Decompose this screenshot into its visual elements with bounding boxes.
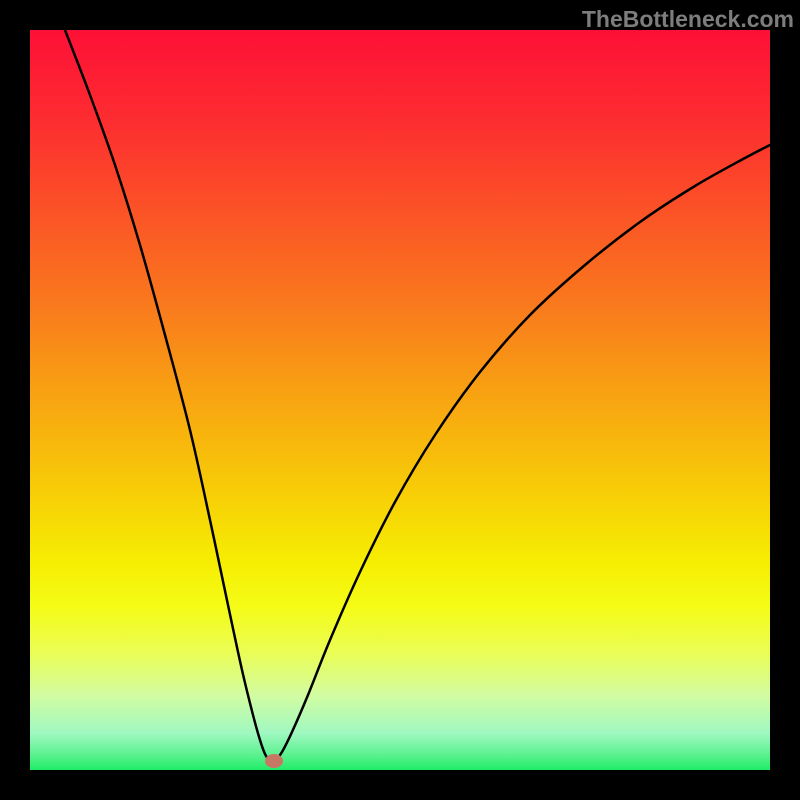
watermark-text: TheBottleneck.com <box>582 6 794 33</box>
chart-container: TheBottleneck.com <box>0 0 800 800</box>
plot-gradient-area <box>30 30 770 770</box>
